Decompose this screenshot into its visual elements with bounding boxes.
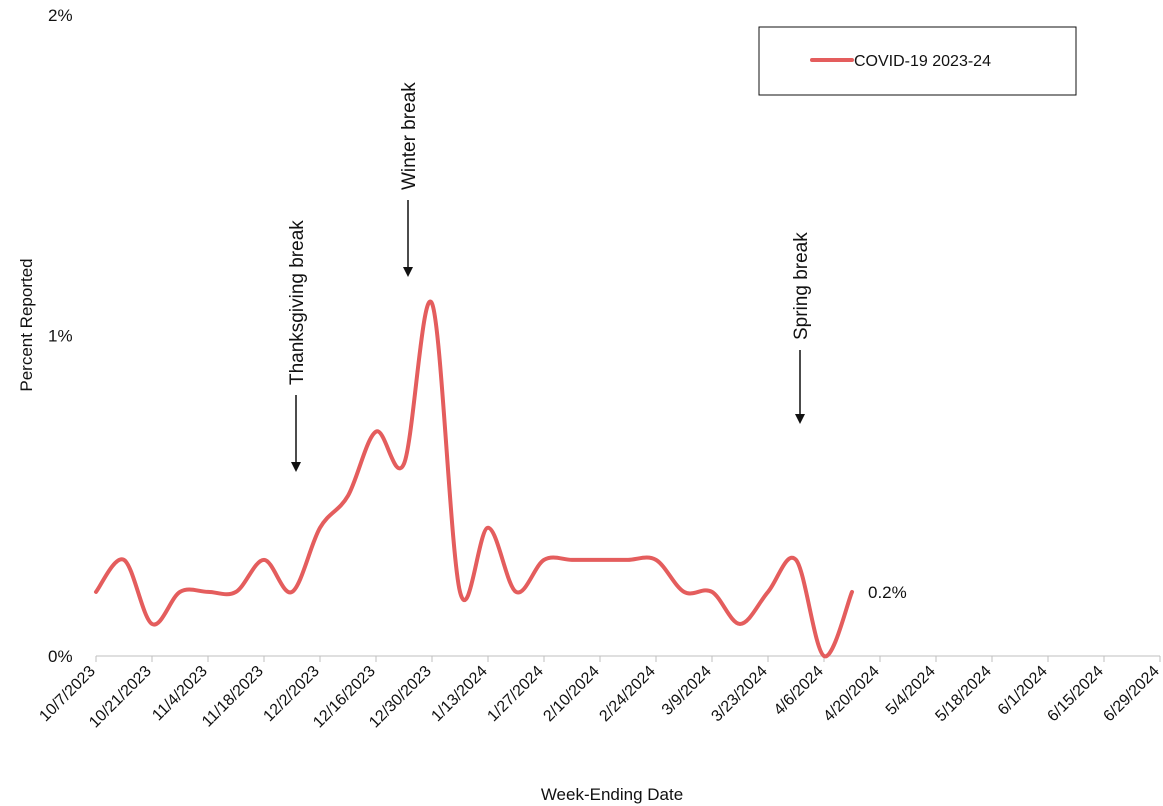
x-tick-label: 3/23/2024 [708,663,770,725]
x-tick-label: 2/10/2024 [540,663,602,725]
x-tick-label: 6/1/2024 [995,663,1051,719]
x-tick-label: 6/15/2024 [1044,663,1106,725]
x-axis-labels: 10/7/202310/21/202311/4/202311/18/202312… [36,663,1162,732]
x-tick-label: 3/9/2024 [659,663,715,719]
y-tick-label: 0% [48,647,73,666]
x-axis-ticks [95,656,1161,662]
end-value-label: 0.2% [868,583,907,602]
x-tick-label: 1/13/2024 [428,663,490,725]
annotation-arrow-head [403,267,413,277]
annotation-label: Winter break [399,82,420,190]
x-axis-title: Week-Ending Date [541,785,683,804]
x-tick-label: 1/27/2024 [484,663,546,725]
x-tick-label: 5/4/2024 [883,663,939,719]
x-tick-label: 4/20/2024 [820,663,882,725]
x-tick-label: 2/24/2024 [596,663,658,725]
y-axis-title: Percent Reported [17,258,36,391]
series-line [94,299,854,659]
x-tick-label: 5/18/2024 [932,663,994,725]
annotation-label: Thanksgiving break [287,220,308,385]
y-axis-labels: 0% 1% 2% [48,6,73,666]
annotation-label: Spring break [791,232,812,340]
x-tick-label: 4/6/2024 [771,663,827,719]
legend-label: COVID-19 2023-24 [854,53,991,70]
annotation-arrow-head [291,462,301,472]
x-tick-label: 6/29/2024 [1100,663,1162,725]
y-tick-label: 1% [48,327,73,346]
y-tick-label: 2% [48,6,73,25]
annotation-arrow-head [795,414,805,424]
annotations: Thanksgiving break Winter break Spring bre… [287,82,812,472]
legend: COVID-19 2023-24 [758,26,1077,96]
x-tick-label: 11/18/2023 [199,663,267,731]
